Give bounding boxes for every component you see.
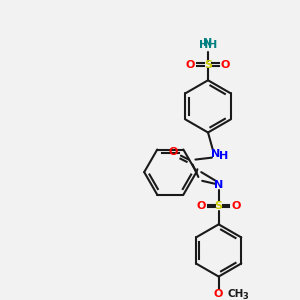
Text: N: N (203, 38, 213, 47)
Text: O: O (186, 60, 195, 70)
Text: N: N (214, 180, 223, 190)
Text: 3: 3 (243, 292, 249, 300)
Text: O: O (169, 147, 178, 157)
Text: H: H (199, 40, 208, 50)
Text: CH: CH (228, 289, 244, 299)
Text: S: S (204, 60, 212, 70)
Text: N: N (211, 149, 220, 159)
Text: H: H (219, 151, 228, 161)
Text: O: O (231, 201, 241, 211)
Text: O: O (214, 289, 223, 299)
Text: H: H (208, 40, 218, 50)
Text: S: S (215, 201, 223, 211)
Text: O: O (221, 60, 230, 70)
Text: O: O (196, 201, 206, 211)
